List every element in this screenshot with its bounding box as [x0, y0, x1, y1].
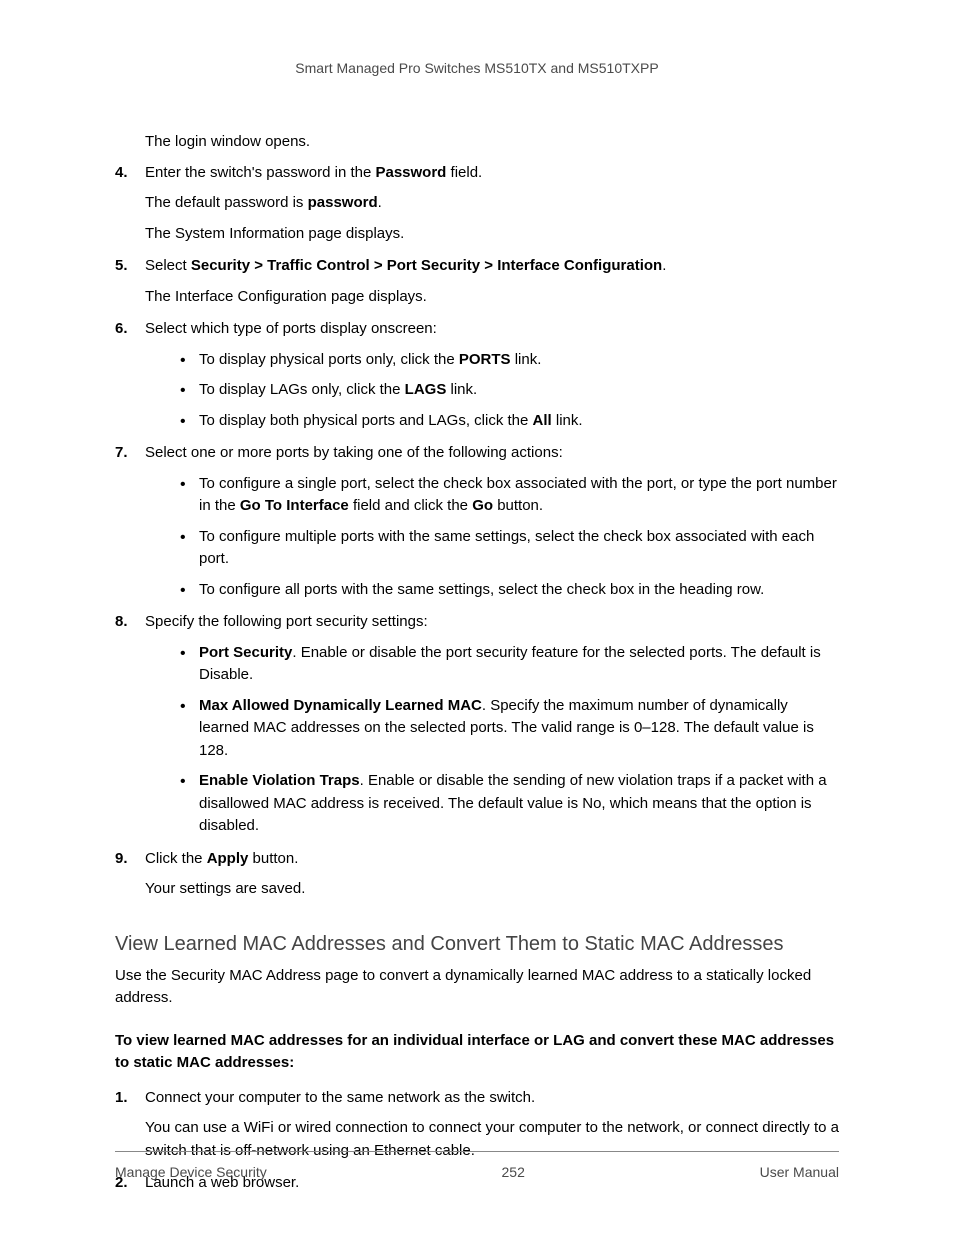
- text: To display LAGs only, click the: [199, 381, 405, 398]
- body-content: The login window opens. 4. Enter the swi…: [115, 131, 839, 1195]
- bullet-item: To display LAGs only, click the LAGS lin…: [175, 379, 839, 402]
- bold-text: Password: [375, 164, 446, 181]
- section-intro: Use the Security MAC Address page to con…: [115, 965, 839, 1010]
- step-line: Your settings are saved.: [145, 878, 839, 901]
- text: Click the: [145, 850, 207, 867]
- bullet-item: To configure all ports with the same set…: [175, 579, 839, 602]
- sub-bullet-list: Port Security. Enable or disable the por…: [175, 642, 839, 838]
- bullet-item: Max Allowed Dynamically Learned MAC. Spe…: [175, 695, 839, 763]
- bold-text: password: [308, 194, 378, 211]
- bold-text: Max Allowed Dynamically Learned MAC: [199, 697, 482, 714]
- step-9: 9. Click the Apply button. Your settings…: [115, 848, 839, 901]
- text: field.: [446, 164, 482, 181]
- bold-text: Port Security: [199, 644, 292, 661]
- pre-step-paragraph: The login window opens.: [145, 131, 839, 154]
- page-header-title: Smart Managed Pro Switches MS510TX and M…: [115, 60, 839, 76]
- bullet-item: To configure multiple ports with the sam…: [175, 526, 839, 571]
- text: To display both physical ports and LAGs,…: [199, 412, 533, 429]
- text: button.: [493, 497, 543, 514]
- bold-text: Go: [472, 497, 493, 514]
- text: link.: [446, 381, 477, 398]
- step-number: 1.: [115, 1087, 128, 1110]
- procedure-title: To view learned MAC addresses for an ind…: [115, 1030, 839, 1075]
- step-line: Select one or more ports by taking one o…: [145, 442, 839, 465]
- step-line: The default password is password.: [145, 192, 839, 215]
- text: .: [662, 257, 666, 274]
- step-line: The Interface Configuration page display…: [145, 286, 839, 309]
- text: link.: [552, 412, 583, 429]
- step-8: 8. Specify the following port security s…: [115, 611, 839, 838]
- bullet-item: To display both physical ports and LAGs,…: [175, 410, 839, 433]
- step-number: 5.: [115, 255, 128, 278]
- bold-text: Apply: [207, 850, 249, 867]
- bold-text: Enable Violation Traps: [199, 772, 360, 789]
- footer-right: User Manual: [760, 1164, 839, 1180]
- main-step-list: 4. Enter the switch's password in the Pa…: [115, 162, 839, 901]
- sub-bullet-list: To configure a single port, select the c…: [175, 473, 839, 602]
- step-5: 5. Select Security > Traffic Control > P…: [115, 255, 839, 308]
- text: The default password is: [145, 194, 308, 211]
- bullet-item: To display physical ports only, click th…: [175, 349, 839, 372]
- step-number: 7.: [115, 442, 128, 465]
- step-line: Connect your computer to the same networ…: [145, 1087, 839, 1110]
- text: Enter the switch's password in the: [145, 164, 375, 181]
- text: button.: [248, 850, 298, 867]
- text: link.: [511, 351, 542, 368]
- step-line: Specify the following port security sett…: [145, 611, 839, 634]
- document-page: Smart Managed Pro Switches MS510TX and M…: [0, 0, 954, 1235]
- sub-bullet-list: To display physical ports only, click th…: [175, 349, 839, 433]
- step-number: 8.: [115, 611, 128, 634]
- text: . Enable or disable the port security fe…: [199, 644, 821, 684]
- bullet-item: To configure a single port, select the c…: [175, 473, 839, 518]
- step-4: 4. Enter the switch's password in the Pa…: [115, 162, 839, 246]
- bold-text: Go To Interface: [240, 497, 349, 514]
- text: To display physical ports only, click th…: [199, 351, 459, 368]
- step-number: 9.: [115, 848, 128, 871]
- step-line: The System Information page displays.: [145, 223, 839, 246]
- step-6: 6. Select which type of ports display on…: [115, 318, 839, 432]
- text: .: [378, 194, 382, 211]
- step-7: 7. Select one or more ports by taking on…: [115, 442, 839, 601]
- bullet-item: Enable Violation Traps. Enable or disabl…: [175, 770, 839, 838]
- bold-text: All: [533, 412, 552, 429]
- step-line: Enter the switch's password in the Passw…: [145, 162, 839, 185]
- text: field and click the: [349, 497, 472, 514]
- step-number: 4.: [115, 162, 128, 185]
- step-number: 6.: [115, 318, 128, 341]
- step-line: Select which type of ports display onscr…: [145, 318, 839, 341]
- bold-text: LAGS: [405, 381, 447, 398]
- bullet-item: Port Security. Enable or disable the por…: [175, 642, 839, 687]
- step-line: Select Security > Traffic Control > Port…: [145, 255, 839, 278]
- footer-page-number: 252: [502, 1164, 525, 1180]
- section-heading: View Learned MAC Addresses and Convert T…: [115, 929, 839, 959]
- step-line: Click the Apply button.: [145, 848, 839, 871]
- footer-left: Manage Device Security: [115, 1164, 267, 1180]
- text: Select: [145, 257, 191, 274]
- bold-text: PORTS: [459, 351, 511, 368]
- bold-text: Security > Traffic Control > Port Securi…: [191, 257, 662, 274]
- page-footer: Manage Device Security 252 User Manual: [115, 1151, 839, 1180]
